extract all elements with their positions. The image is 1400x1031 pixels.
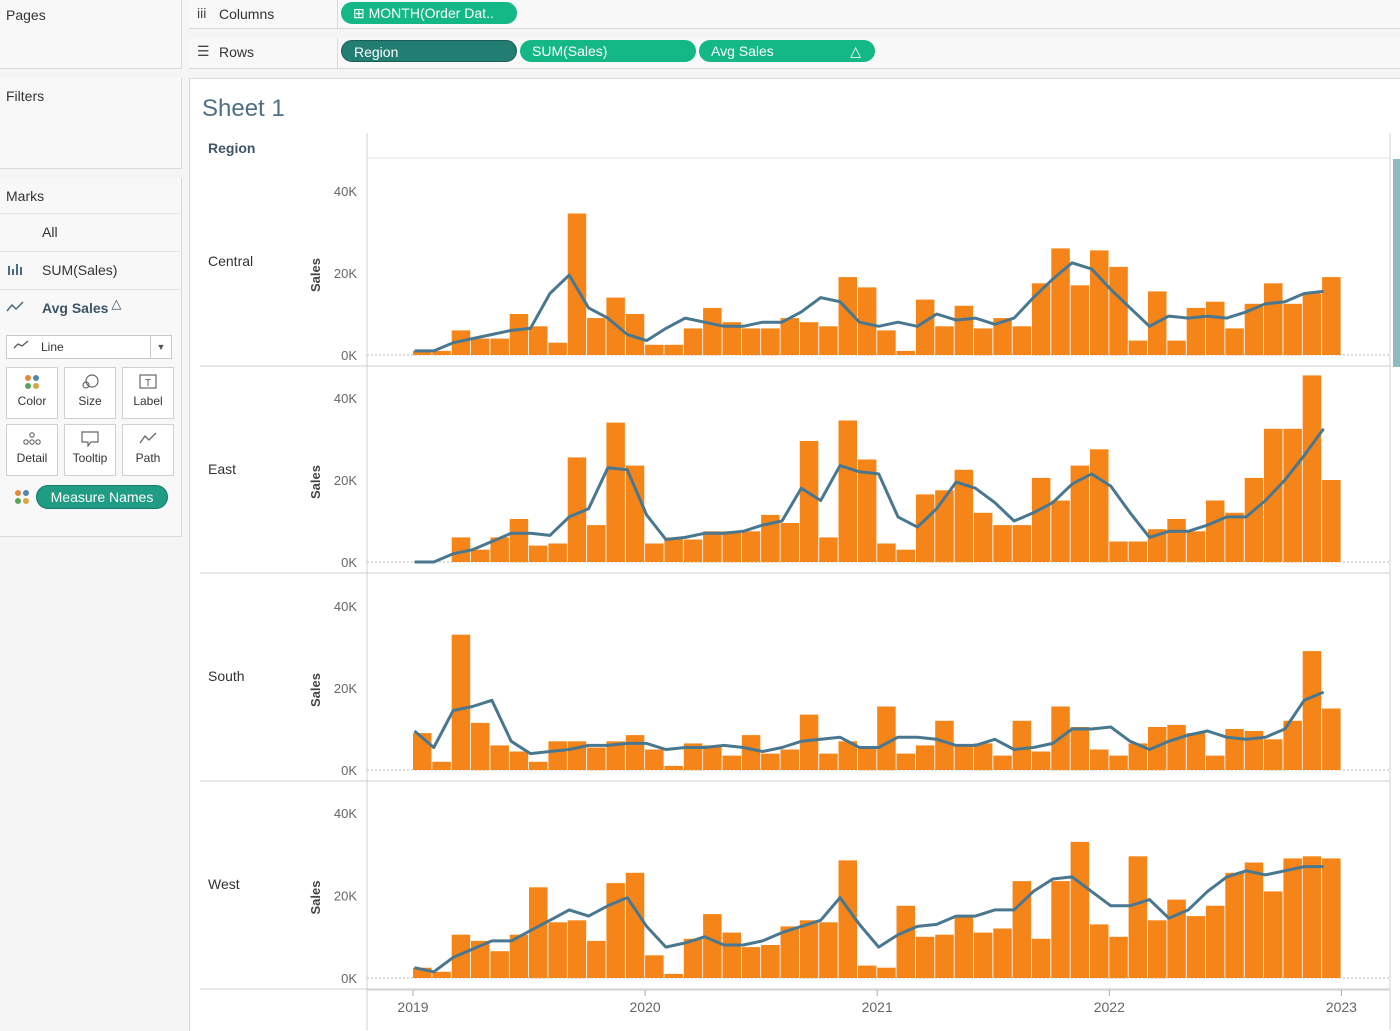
label-button[interactable]: T Label bbox=[122, 367, 174, 419]
delta-icon: △ bbox=[850, 43, 861, 59]
detail-button[interactable]: Detail bbox=[6, 424, 58, 476]
region-label-south: South bbox=[208, 668, 245, 684]
tooltip-icon bbox=[65, 431, 115, 449]
chevron-down-icon: ▼ bbox=[150, 336, 171, 358]
color-dots-icon bbox=[7, 374, 57, 392]
columns-shelf: iii Columns ⊞ MONTH(Order Dat.. bbox=[189, 0, 1400, 29]
sum-sales-pill[interactable]: SUM(Sales) bbox=[520, 40, 696, 62]
worksheet-view: Sheet 1 Region Central East South West bbox=[189, 78, 1400, 1031]
filters-card[interactable]: Filters bbox=[0, 78, 182, 169]
tooltip-button[interactable]: Tooltip bbox=[64, 424, 116, 476]
path-button[interactable]: Path bbox=[122, 424, 174, 476]
expand-icon: ⊞ bbox=[353, 5, 365, 21]
label-icon: T bbox=[123, 374, 173, 392]
vertical-scrollbar[interactable] bbox=[1393, 159, 1400, 367]
shelf-divider bbox=[337, 38, 338, 68]
bar-chart-icon bbox=[0, 262, 30, 279]
color-dots-icon bbox=[15, 490, 29, 504]
detail-label: Detail bbox=[16, 451, 48, 465]
sum-sales-pill-label: SUM(Sales) bbox=[532, 43, 608, 59]
marks-avg-sales[interactable]: Avg Sales △ bbox=[0, 289, 180, 326]
sheet-title: Sheet 1 bbox=[202, 95, 285, 122]
detail-icon bbox=[7, 431, 57, 449]
pages-title: Pages bbox=[6, 7, 46, 23]
pages-card[interactable]: Pages bbox=[0, 0, 182, 69]
marks-sum-sales[interactable]: SUM(Sales) bbox=[0, 251, 180, 288]
columns-label: Columns bbox=[219, 6, 275, 22]
marks-title: Marks bbox=[6, 188, 45, 204]
marks-all-label: All bbox=[42, 224, 58, 240]
region-label-east: East bbox=[208, 461, 237, 477]
region-pill-label: Region bbox=[354, 44, 399, 60]
path-label: Path bbox=[135, 451, 161, 465]
measure-names-pill[interactable]: Measure Names bbox=[36, 485, 168, 509]
month-order-date-pill[interactable]: ⊞ MONTH(Order Dat.. bbox=[341, 2, 517, 24]
region-header: Region bbox=[208, 140, 256, 156]
rows-label: Rows bbox=[219, 44, 255, 60]
month-order-date-label: MONTH(Order Dat.. bbox=[368, 5, 494, 21]
left-panel: Pages Filters Marks All SUM(Sales) Avg S… bbox=[0, 0, 182, 1030]
marks-card: Marks All SUM(Sales) Avg Sales △ Line ▼ bbox=[0, 178, 182, 537]
rows-icon: ☰ bbox=[197, 43, 210, 59]
region-label-central: Central bbox=[208, 253, 254, 269]
size-button[interactable]: Size bbox=[64, 367, 116, 419]
color-button[interactable]: Color bbox=[6, 367, 58, 419]
shelf-divider bbox=[337, 0, 338, 28]
rows-shelf: ☰ Rows Region SUM(Sales) Avg Sales △ bbox=[189, 38, 1400, 69]
mark-type-dropdown[interactable]: Line ▼ bbox=[6, 335, 172, 359]
filters-title: Filters bbox=[6, 88, 45, 104]
columns-icon: iii bbox=[197, 5, 207, 21]
delta-icon: △ bbox=[111, 296, 122, 311]
marks-sum-sales-label: SUM(Sales) bbox=[42, 262, 118, 278]
mark-type-value: Line bbox=[41, 340, 64, 354]
line-mark-icon bbox=[13, 339, 29, 354]
marks-avg-sales-label: Avg Sales bbox=[42, 300, 109, 316]
avg-sales-pill[interactable]: Avg Sales △ bbox=[699, 40, 875, 62]
line-chart-icon bbox=[0, 300, 30, 316]
label-label: Label bbox=[133, 394, 163, 408]
avg-sales-pill-label: Avg Sales bbox=[711, 43, 774, 59]
region-pill[interactable]: Region bbox=[341, 40, 517, 62]
size-label: Size bbox=[78, 394, 102, 408]
color-label: Color bbox=[17, 394, 47, 408]
svg-text:T: T bbox=[145, 378, 151, 389]
path-icon bbox=[123, 431, 173, 449]
size-icon bbox=[65, 374, 115, 392]
region-label-west: West bbox=[208, 876, 240, 892]
tooltip-label: Tooltip bbox=[72, 451, 108, 465]
marks-all[interactable]: All bbox=[0, 213, 180, 250]
